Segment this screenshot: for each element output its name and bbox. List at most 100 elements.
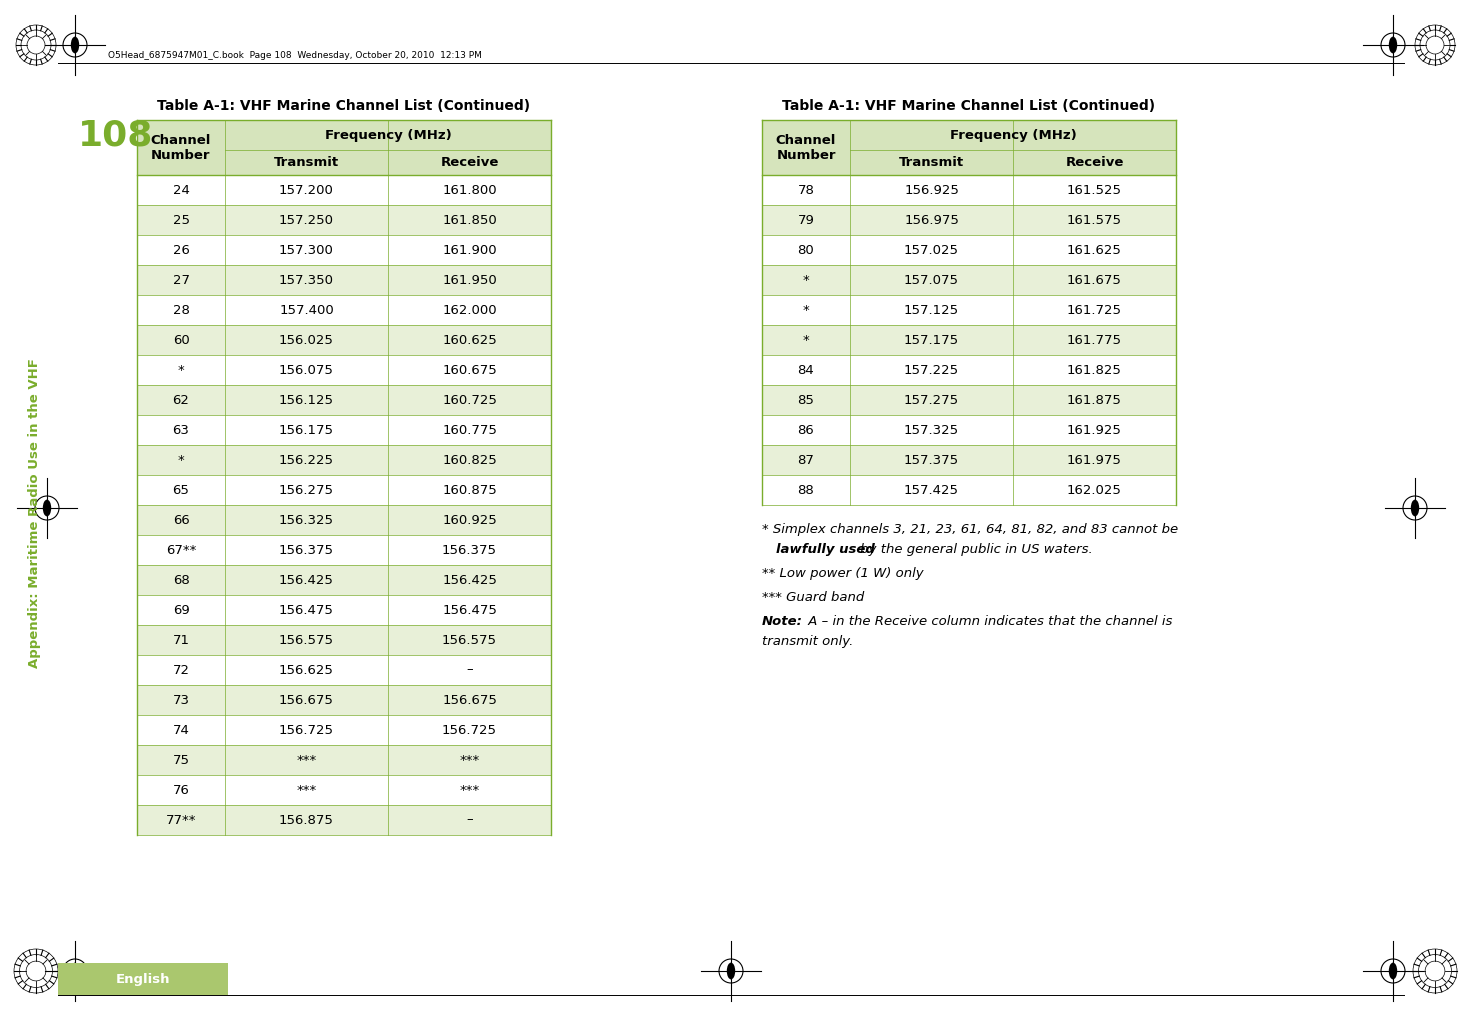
Text: 162.000: 162.000 <box>442 304 497 316</box>
Text: 161.825: 161.825 <box>1067 364 1121 377</box>
Text: 161.800: 161.800 <box>442 183 497 197</box>
Bar <box>137 505 551 535</box>
Text: –: – <box>466 664 472 677</box>
Text: 156.425: 156.425 <box>279 573 333 587</box>
Text: ***: *** <box>459 783 480 796</box>
Bar <box>762 325 1175 355</box>
Bar <box>58 963 228 995</box>
Text: 156.675: 156.675 <box>442 694 497 706</box>
Ellipse shape <box>1411 499 1420 517</box>
Text: 161.625: 161.625 <box>1067 243 1121 256</box>
Text: 161.575: 161.575 <box>1067 214 1121 227</box>
Text: 80: 80 <box>798 243 814 256</box>
Text: 26: 26 <box>173 243 190 256</box>
Text: A – in the Receive column indicates that the channel is: A – in the Receive column indicates that… <box>804 615 1173 628</box>
Bar <box>137 745 551 775</box>
Text: *: * <box>177 454 184 467</box>
Bar <box>137 205 551 235</box>
Text: 88: 88 <box>798 483 814 496</box>
Text: 157.200: 157.200 <box>279 183 333 197</box>
Bar <box>137 685 551 715</box>
Bar <box>762 415 1175 445</box>
Text: ***: *** <box>297 754 317 767</box>
Bar <box>137 325 551 355</box>
Bar <box>762 265 1175 295</box>
Bar <box>762 175 1175 205</box>
Ellipse shape <box>727 962 735 980</box>
Text: 161.675: 161.675 <box>1067 274 1121 287</box>
Text: *** Guard band: *** Guard band <box>762 591 864 604</box>
Text: Channel
Number: Channel Number <box>151 134 211 161</box>
Text: 63: 63 <box>173 423 190 437</box>
Bar <box>137 265 551 295</box>
Text: 161.725: 161.725 <box>1067 304 1121 316</box>
Bar <box>762 235 1175 265</box>
Text: 157.225: 157.225 <box>904 364 959 377</box>
Text: 156.475: 156.475 <box>442 604 497 617</box>
Text: 156.575: 156.575 <box>442 633 497 646</box>
Text: 156.375: 156.375 <box>442 544 497 556</box>
Text: 157.375: 157.375 <box>904 454 959 467</box>
Bar <box>762 355 1175 385</box>
Text: 78: 78 <box>798 183 814 197</box>
Bar <box>137 385 551 415</box>
Bar <box>137 475 551 505</box>
Text: 156.575: 156.575 <box>279 633 333 646</box>
Bar <box>137 535 551 565</box>
Text: transmit only.: transmit only. <box>762 635 854 648</box>
Text: 156.925: 156.925 <box>904 183 959 197</box>
Bar <box>137 655 551 685</box>
Text: 60: 60 <box>173 333 190 346</box>
Text: 157.400: 157.400 <box>279 304 333 316</box>
Bar <box>137 355 551 385</box>
Text: 156.725: 156.725 <box>442 723 497 736</box>
Bar <box>762 205 1175 235</box>
Text: 160.725: 160.725 <box>442 393 497 406</box>
Text: 160.675: 160.675 <box>442 364 497 377</box>
Text: 76: 76 <box>173 783 190 796</box>
Text: 71: 71 <box>173 633 190 646</box>
Bar <box>762 385 1175 415</box>
Text: 157.275: 157.275 <box>904 393 959 406</box>
Text: 157.425: 157.425 <box>904 483 959 496</box>
Text: *: * <box>803 274 810 287</box>
Text: 73: 73 <box>173 694 190 706</box>
Text: 108: 108 <box>77 118 154 152</box>
Text: 157.125: 157.125 <box>904 304 959 316</box>
Bar <box>137 175 551 205</box>
Text: 68: 68 <box>173 573 190 587</box>
Text: Receive: Receive <box>1066 156 1124 169</box>
Text: 69: 69 <box>173 604 190 617</box>
Text: Note:: Note: <box>762 615 803 628</box>
Text: 161.925: 161.925 <box>1067 423 1121 437</box>
Text: 67**: 67** <box>165 544 196 556</box>
Text: 161.775: 161.775 <box>1067 333 1121 346</box>
Text: 156.275: 156.275 <box>279 483 333 496</box>
Bar <box>137 415 551 445</box>
Text: 62: 62 <box>173 393 190 406</box>
Text: 156.425: 156.425 <box>442 573 497 587</box>
Text: 162.025: 162.025 <box>1067 483 1121 496</box>
Bar <box>137 805 551 835</box>
Bar <box>762 445 1175 475</box>
Text: 161.950: 161.950 <box>442 274 497 287</box>
Text: 27: 27 <box>173 274 190 287</box>
Text: 161.975: 161.975 <box>1067 454 1121 467</box>
Text: *: * <box>177 364 184 377</box>
Text: ** Low power (1 W) only: ** Low power (1 W) only <box>762 567 924 580</box>
Bar <box>137 120 551 175</box>
Text: Table A-1: VHF Marine Channel List (Continued): Table A-1: VHF Marine Channel List (Cont… <box>782 99 1155 113</box>
Text: Appendix: Maritime Radio Use in the VHF: Appendix: Maritime Radio Use in the VHF <box>28 358 41 668</box>
Text: 161.900: 161.900 <box>442 243 497 256</box>
Text: 157.300: 157.300 <box>279 243 333 256</box>
Text: Frequency (MHz): Frequency (MHz) <box>325 129 452 142</box>
Bar <box>137 625 551 655</box>
Text: 65: 65 <box>173 483 190 496</box>
Text: Transmit: Transmit <box>899 156 963 169</box>
Text: English: English <box>115 972 170 986</box>
Text: 157.350: 157.350 <box>279 274 333 287</box>
Text: 156.375: 156.375 <box>279 544 333 556</box>
Text: 84: 84 <box>798 364 814 377</box>
Text: 156.725: 156.725 <box>279 723 333 736</box>
Bar <box>137 715 551 745</box>
